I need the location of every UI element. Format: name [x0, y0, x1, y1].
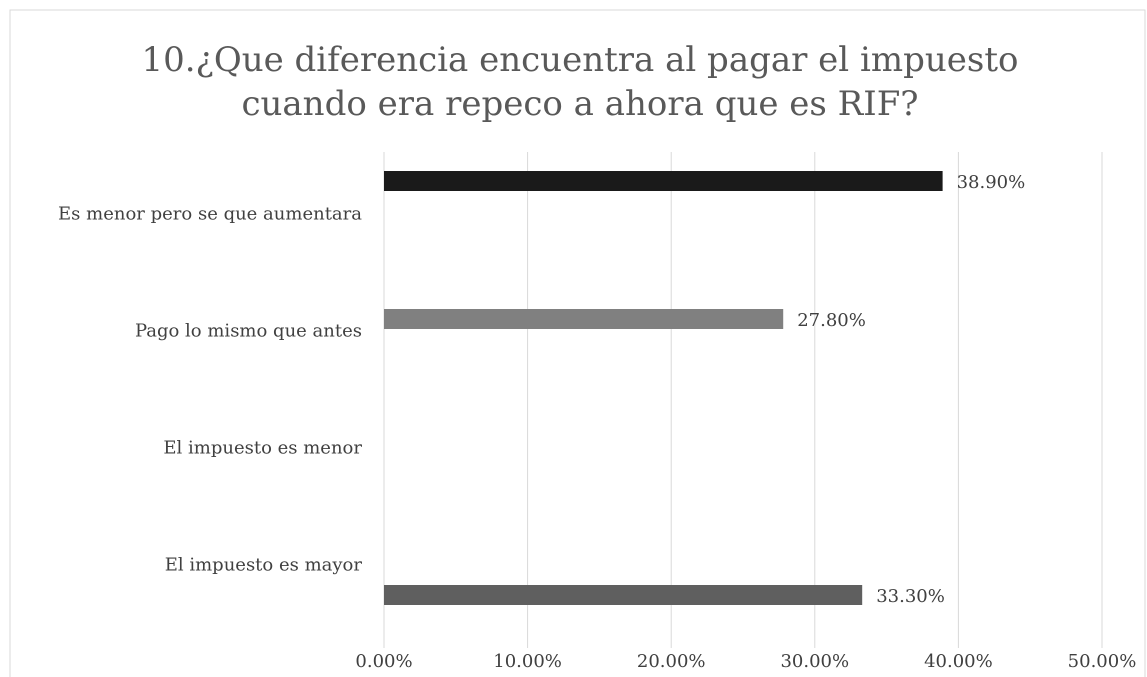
chart-title: cuando era repeco a ahora que es RIF? — [241, 84, 918, 124]
x-tick-label: 10.00% — [493, 651, 562, 672]
value-label: 27.80% — [797, 310, 866, 331]
chart-title: 10.¿Que diferencia encuentra al pagar el… — [142, 40, 1019, 80]
y-tick-label: El impuesto es menor — [163, 438, 362, 459]
y-tick-label: Pago lo mismo que antes — [135, 321, 362, 342]
x-tick-label: 50.00% — [1068, 651, 1137, 672]
y-tick-label: Es menor pero se que aumentara — [58, 204, 362, 225]
value-label: 33.30% — [876, 586, 945, 607]
bar — [384, 585, 863, 605]
bar — [384, 171, 943, 191]
bar — [384, 309, 784, 329]
x-tick-label: 30.00% — [780, 651, 849, 672]
x-tick-label: 40.00% — [924, 651, 993, 672]
chart-border — [9, 9, 1146, 677]
x-tick-label: 0.00% — [355, 651, 412, 672]
y-tick-label: El impuesto es mayor — [165, 555, 363, 576]
x-tick-label: 20.00% — [637, 651, 706, 672]
value-label: 38.90% — [957, 172, 1026, 193]
